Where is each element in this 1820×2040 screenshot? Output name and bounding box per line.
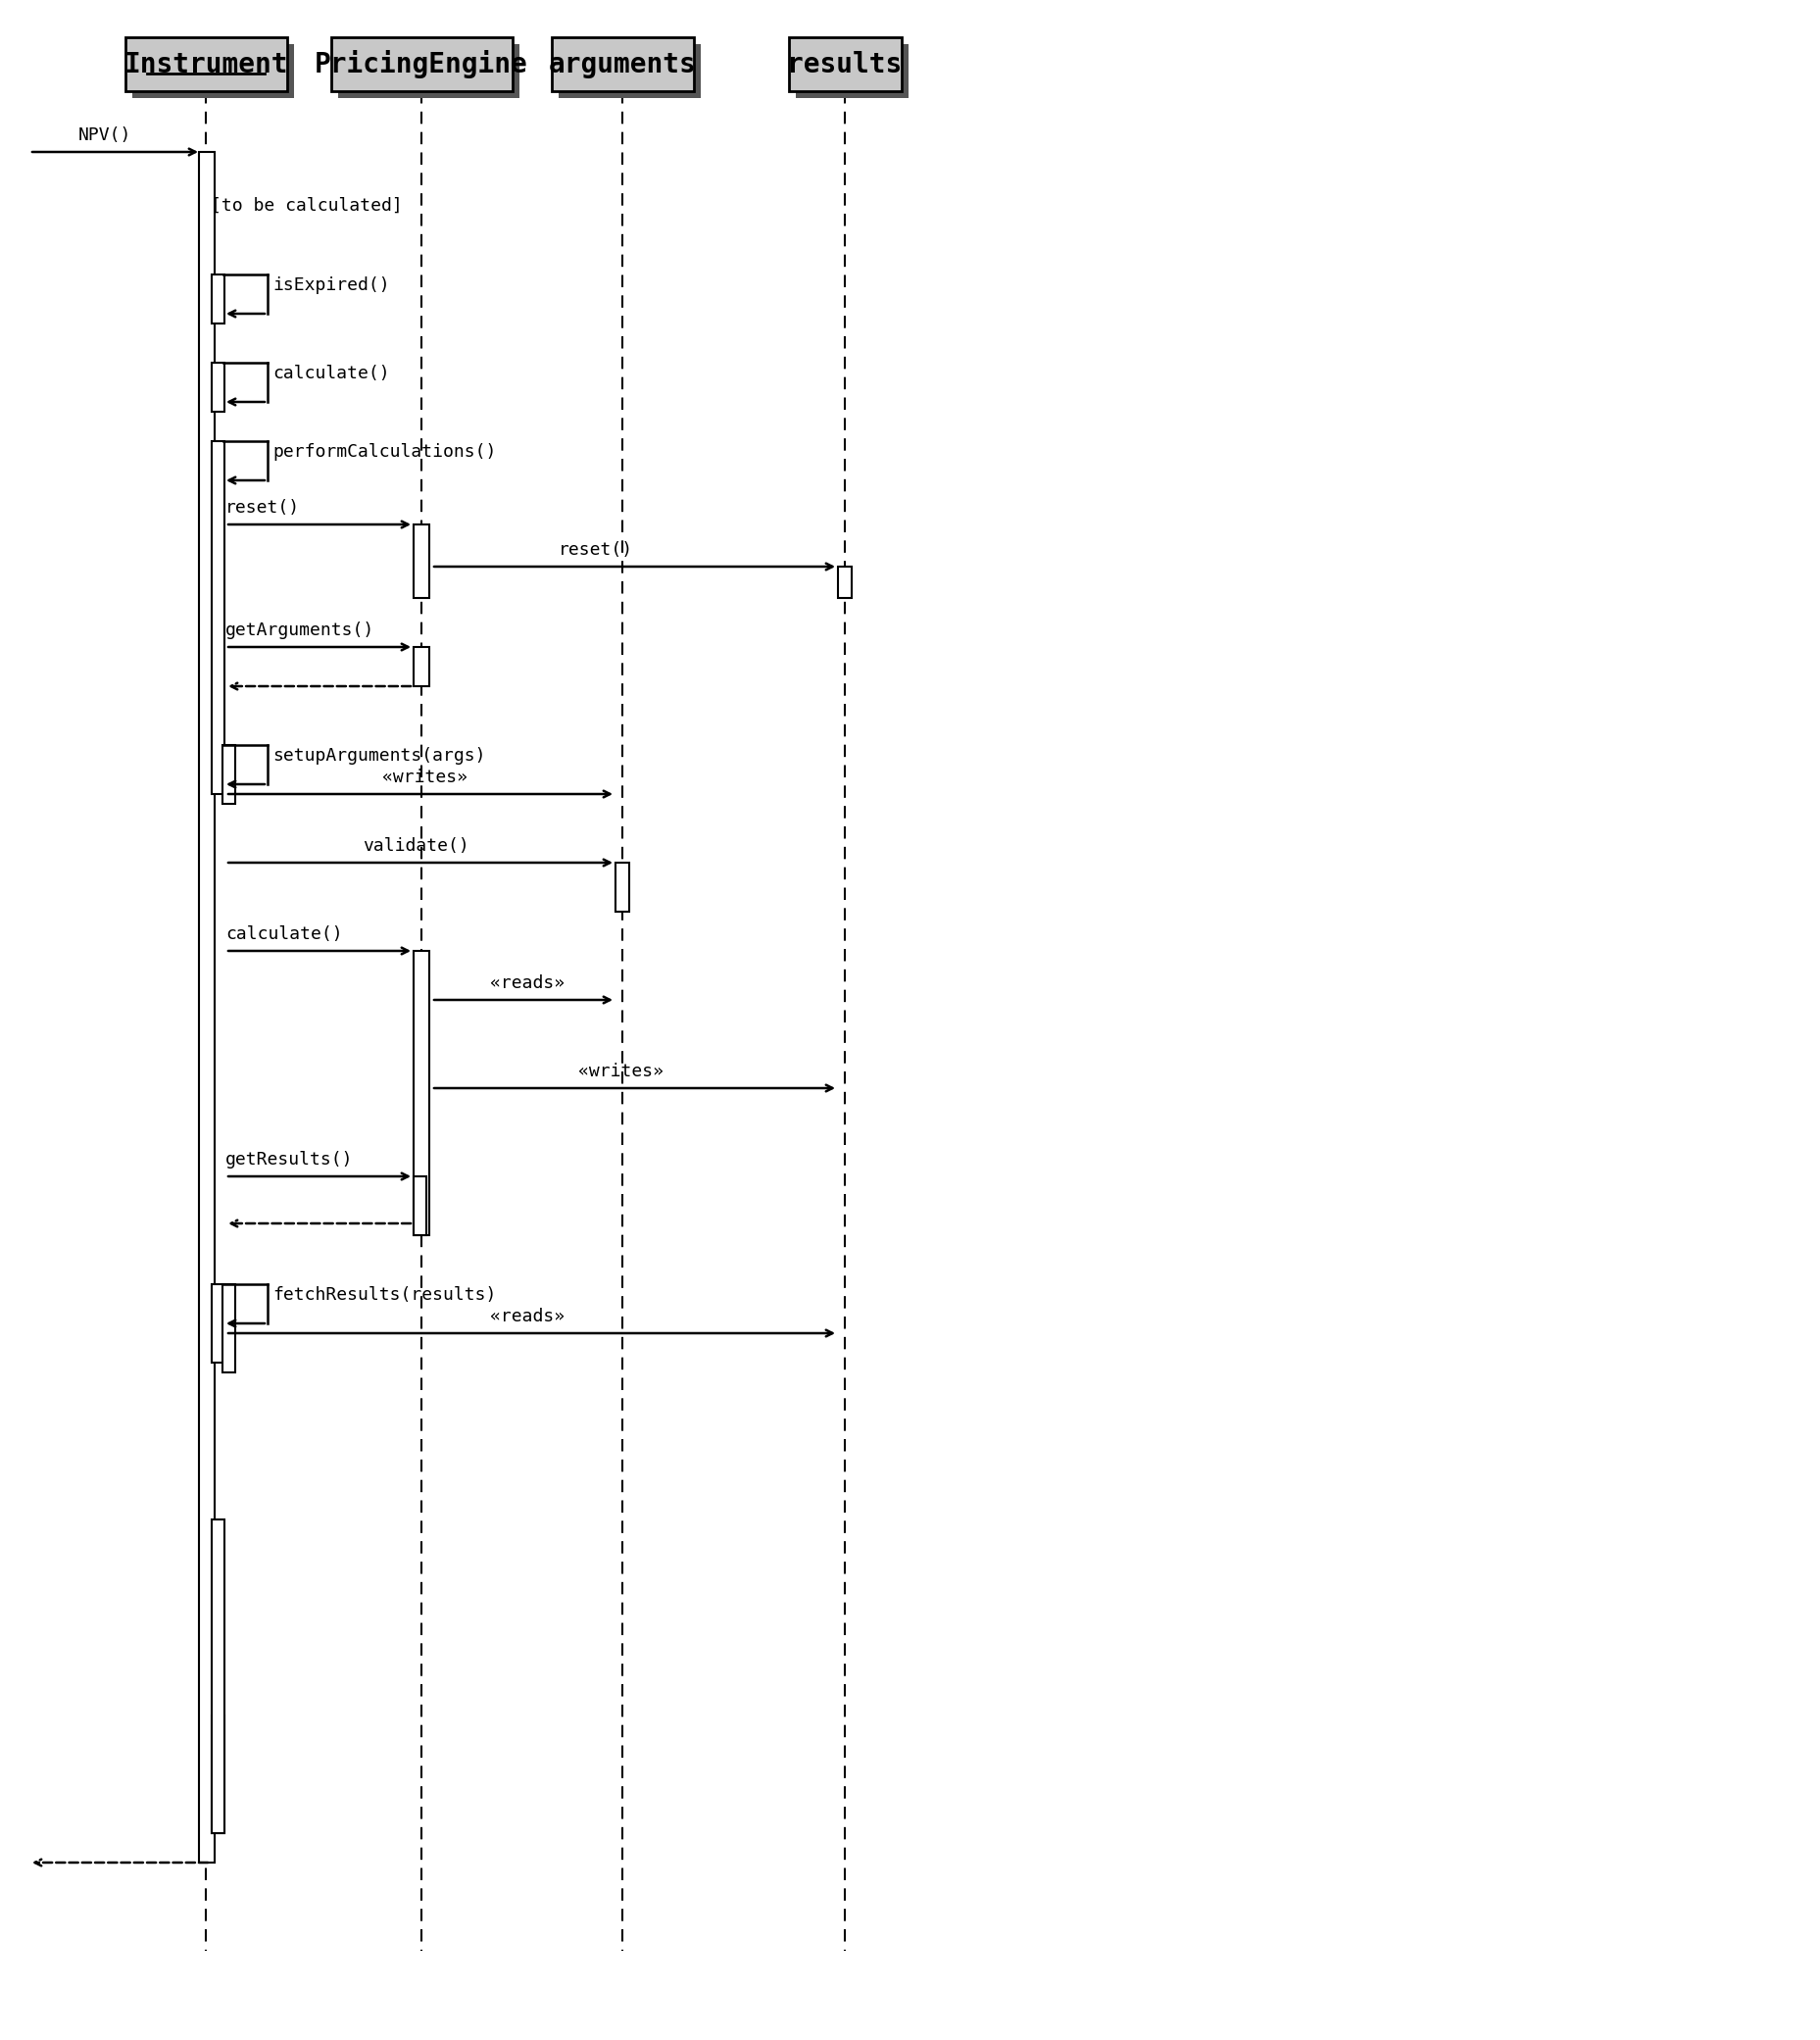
Bar [413, 647, 430, 685]
Bar [559, 45, 701, 98]
Text: performCalculations(): performCalculations() [273, 443, 497, 461]
Text: NPV(): NPV() [78, 126, 131, 145]
Bar [331, 37, 511, 92]
Bar [126, 37, 288, 92]
Text: getArguments(): getArguments() [226, 622, 375, 639]
Bar [837, 567, 852, 598]
Bar [198, 151, 215, 1863]
Bar [413, 524, 430, 598]
Bar [211, 1285, 224, 1363]
Bar [211, 441, 224, 794]
Bar [615, 863, 630, 912]
Bar [413, 951, 430, 1234]
Text: «writes»: «writes» [579, 1063, 664, 1081]
Text: setupArguments(args): setupArguments(args) [273, 747, 486, 765]
Text: «reads»: «reads» [490, 975, 564, 991]
Text: getResults(): getResults() [226, 1151, 353, 1169]
Text: isExpired(): isExpired() [273, 277, 389, 294]
Bar [131, 45, 293, 98]
Bar [222, 745, 235, 804]
Bar [211, 275, 224, 324]
Text: «reads»: «reads» [490, 1308, 564, 1326]
Text: arguments: arguments [548, 51, 697, 78]
Text: «writes»: «writes» [382, 769, 468, 785]
Bar [413, 1177, 426, 1234]
Bar [211, 1716, 224, 1834]
Text: results: results [788, 51, 903, 78]
Bar [211, 363, 224, 412]
Bar [788, 37, 901, 92]
Bar [222, 1285, 235, 1373]
Text: calculate(): calculate() [273, 365, 389, 381]
Text: validate(): validate() [362, 836, 470, 855]
Text: reset(): reset() [226, 500, 300, 516]
Bar [339, 45, 519, 98]
Text: fetchResults(results): fetchResults(results) [273, 1285, 497, 1304]
Bar [211, 1520, 224, 1834]
Bar [551, 37, 693, 92]
Text: [to be calculated]: [to be calculated] [211, 198, 402, 214]
Text: PricingEngine: PricingEngine [315, 51, 528, 78]
Text: Instrument: Instrument [124, 51, 288, 78]
Text: reset(): reset() [559, 541, 633, 559]
Bar [795, 45, 908, 98]
Text: calculate(): calculate() [226, 926, 342, 942]
